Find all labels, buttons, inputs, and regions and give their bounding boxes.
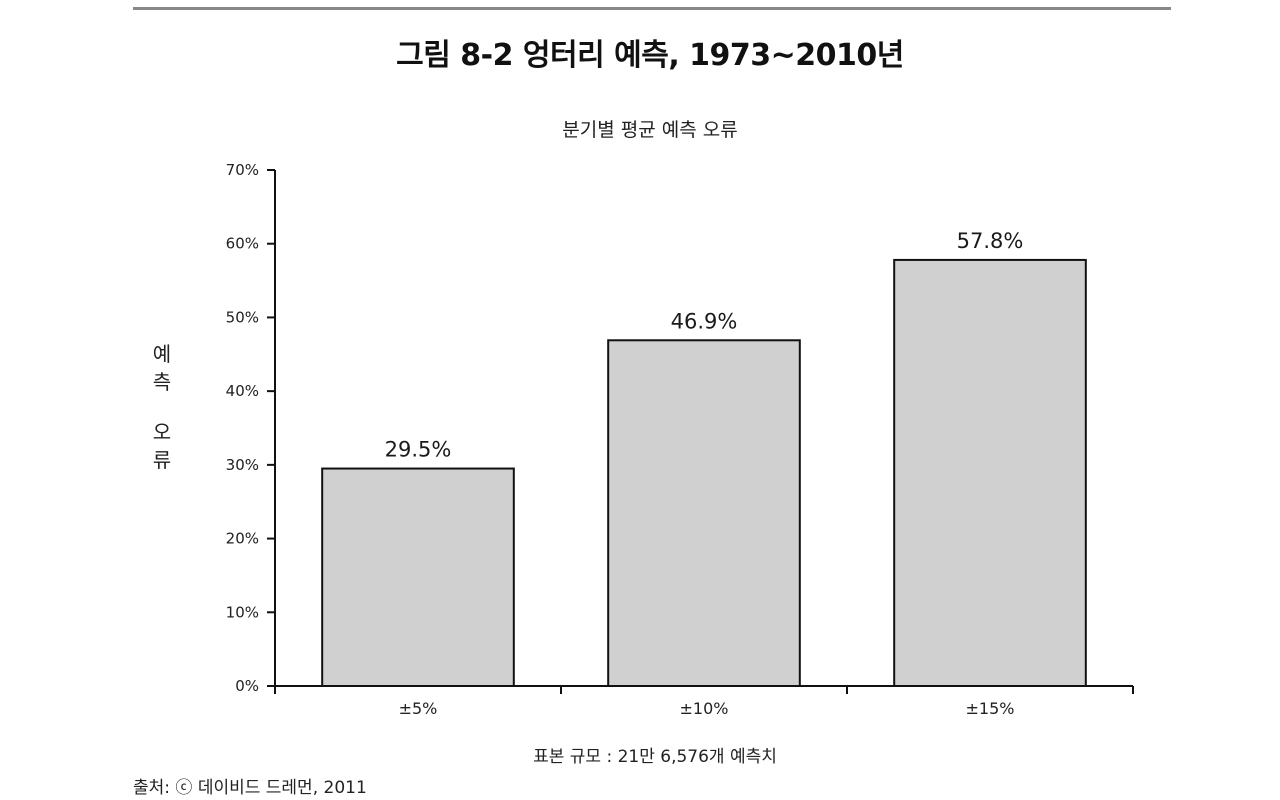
bar-value-label: 46.9% (671, 309, 738, 333)
y-tick-label: 40% (226, 382, 259, 400)
y-axis-label: 예 측 오 류 (148, 340, 176, 474)
bar-value-label: 57.8% (957, 229, 1024, 253)
y-tick-label: 30% (226, 456, 259, 474)
bar (607, 339, 801, 687)
y-axis-label-char: 류 (152, 448, 172, 472)
y-tick-label: 60% (226, 235, 259, 253)
top-rule (133, 7, 1171, 10)
source-note: 출처: ⓒ 데이비드 드레먼, 2011 (133, 778, 367, 798)
y-tick-label: 0% (235, 677, 259, 695)
y-tick-label: 10% (226, 603, 259, 621)
chart-title: 분기별 평균 예측 오류 (562, 119, 738, 141)
y-tick-label: 50% (226, 308, 259, 326)
bars-group (321, 258, 1087, 687)
y-tick-label: 20% (226, 530, 259, 548)
bar (893, 258, 1087, 687)
x-category-label: ±15% (966, 699, 1015, 718)
bar-value-label: 29.5% (385, 438, 452, 462)
labels-group: 0% 10% 20% 30% 40% 50% 60% 70% 29.5% ±5% 46.9% ±10%… (226, 161, 1024, 718)
y-tick-label: 70% (226, 161, 259, 179)
x-category-label: ±10% (680, 699, 729, 718)
y-axis-label-char: 예 (152, 342, 172, 366)
sample-size-caption: 표본 규모 : 21만 6,576개 예측치 (533, 747, 777, 767)
axes-group (267, 169, 1134, 694)
y-axis-label-char: 오 (152, 420, 172, 444)
y-axis-label-char: 측 (152, 370, 172, 394)
bar (321, 467, 515, 687)
figure-title: 그림 8-2 엉터리 예측, 1973~2010년 (396, 38, 904, 73)
x-category-label: ±5% (399, 699, 438, 718)
